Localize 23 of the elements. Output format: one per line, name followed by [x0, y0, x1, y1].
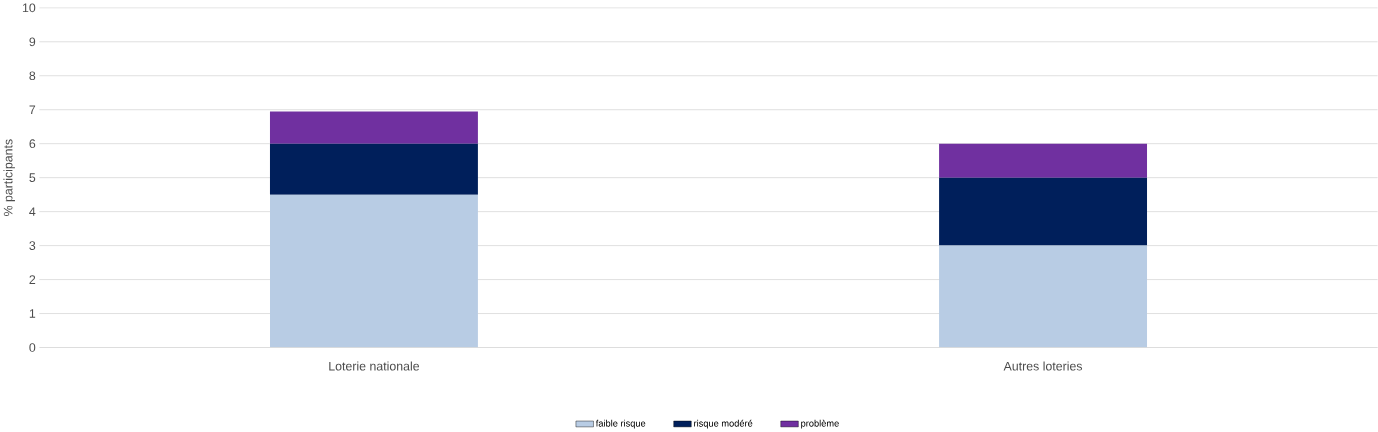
- bar: [939, 143, 1148, 178]
- y-tick-label: 1: [29, 309, 36, 318]
- y-tick-label: 5: [29, 173, 36, 182]
- y-tick-label: 8: [29, 71, 36, 80]
- legend-label: risque modéré: [694, 419, 753, 429]
- y-tick-label: 3: [29, 241, 36, 250]
- y-axis-title: % participants: [3, 139, 15, 216]
- y-tick-label: 0: [29, 343, 36, 352]
- bar: [269, 143, 478, 195]
- y-tick-label: 7: [29, 105, 36, 114]
- legend-label: problème: [801, 419, 839, 429]
- y-tick-label: 9: [29, 37, 36, 47]
- y-tick-label: 10: [22, 3, 36, 13]
- bar: [269, 194, 478, 348]
- y-tick-label: 4: [29, 207, 36, 216]
- y-tick-label: 6: [29, 139, 36, 148]
- legend-label: faible risque: [595, 419, 646, 429]
- bar: [269, 111, 478, 144]
- bar: [939, 177, 1148, 246]
- x-tick-label: Loterie nationale: [329, 361, 420, 371]
- x-tick-label: Autres loteries: [1003, 361, 1083, 371]
- bar: [939, 245, 1148, 348]
- y-tick-label: 2: [29, 275, 36, 284]
